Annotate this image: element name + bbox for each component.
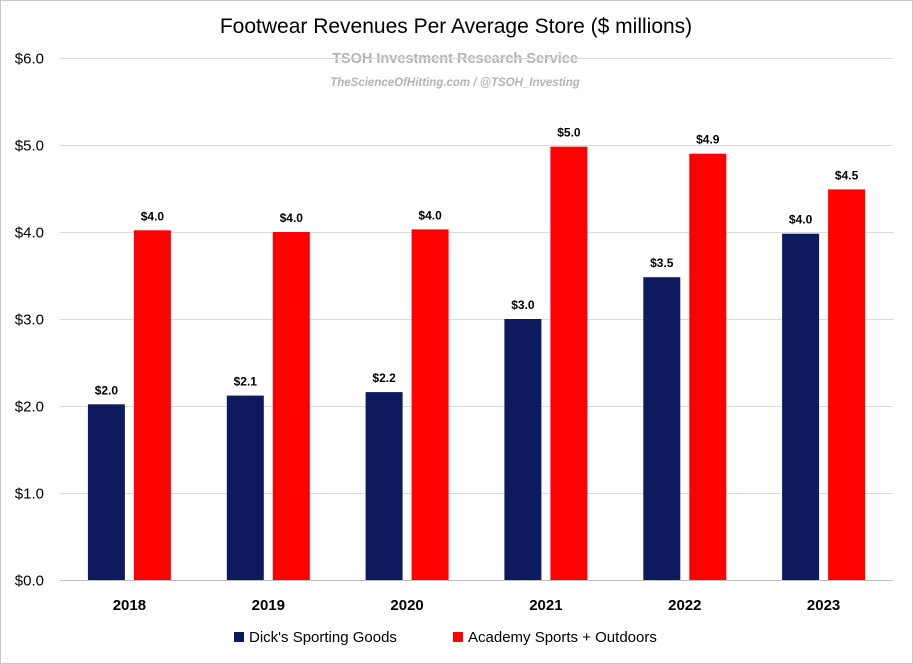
y-tick-label: $0.0	[15, 573, 44, 590]
data-label: $4.5	[835, 168, 859, 182]
y-tick-label: $2.0	[15, 399, 44, 416]
bar-academy	[272, 232, 310, 580]
bar-academy	[550, 146, 588, 580]
y-axis-ticks: $0.0 $1.0 $2.0 $3.0 $4.0 $5.0 $6.0	[15, 51, 44, 590]
x-tick-label: 2019	[252, 597, 285, 614]
y-tick-label: $6.0	[15, 51, 44, 68]
data-label: $4.0	[418, 208, 442, 222]
data-label: $4.0	[141, 209, 165, 223]
legend-label-academy: Academy Sports + Outdoors	[468, 629, 657, 646]
x-axis-ticks: 2018 2019 2020 2021 2022 2023	[113, 597, 841, 614]
x-tick-label: 2023	[807, 597, 840, 614]
legend-swatch-academy	[453, 632, 463, 642]
data-label: $4.0	[789, 213, 813, 227]
bars	[87, 146, 866, 581]
data-label: $3.0	[511, 298, 535, 312]
bar-dicks	[365, 392, 403, 580]
data-label: $3.5	[650, 256, 674, 270]
gridlines	[60, 58, 893, 581]
legend: Dick's Sporting Goods Academy Sports + Ou…	[234, 629, 657, 646]
data-label: $2.2	[372, 371, 396, 385]
bar-academy	[689, 153, 727, 580]
legend-label-dicks: Dick's Sporting Goods	[249, 629, 397, 646]
data-label: $2.1	[234, 375, 258, 389]
watermark-sub: TheScienceOfHitting.com / @TSOH_Investin…	[330, 77, 580, 89]
bar-academy	[133, 230, 171, 581]
bar-academy	[411, 229, 449, 580]
x-tick-label: 2022	[668, 597, 701, 614]
x-tick-label: 2021	[529, 597, 562, 614]
data-label: $4.9	[696, 133, 720, 147]
x-tick-label: 2018	[113, 597, 146, 614]
bar-academy	[828, 189, 866, 580]
data-label: $2.0	[95, 383, 119, 397]
data-label: $4.0	[280, 211, 304, 225]
data-labels: $2.0 $4.0 $2.1 $4.0 $2.2 $4.0 $3.0 $5.0 $3.5 $4.9…	[95, 126, 859, 398]
chart-title: Footwear Revenues Per Average Store ($ m…	[220, 15, 692, 38]
y-tick-label: $3.0	[15, 312, 44, 329]
x-tick-label: 2020	[390, 597, 423, 614]
bar-dicks	[643, 277, 681, 580]
bar-dicks	[87, 404, 125, 580]
bar-dicks	[504, 319, 542, 580]
y-tick-label: $1.0	[15, 486, 44, 503]
data-label: $5.0	[557, 126, 581, 140]
bar-dicks	[226, 395, 264, 580]
bar-dicks	[782, 233, 820, 580]
y-tick-label: $4.0	[15, 225, 44, 242]
legend-swatch-dicks	[234, 632, 244, 642]
y-tick-label: $5.0	[15, 138, 44, 155]
